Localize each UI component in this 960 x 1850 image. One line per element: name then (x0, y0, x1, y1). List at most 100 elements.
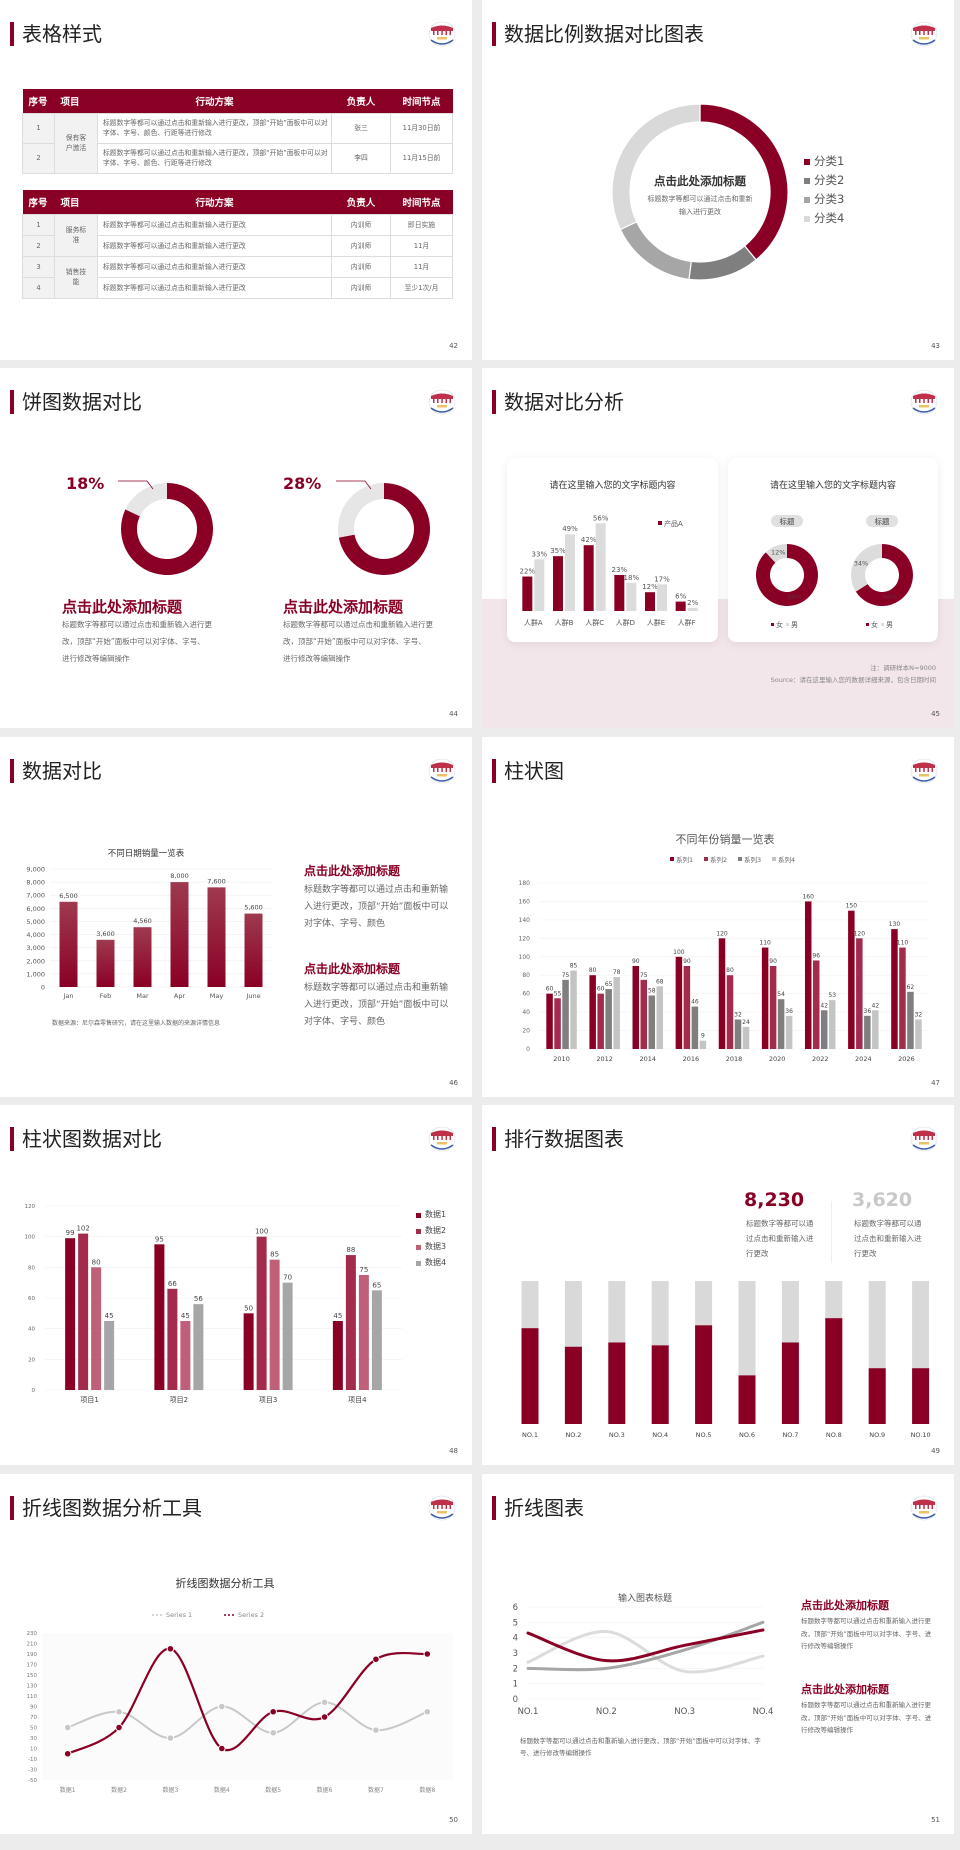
bar-系列4 (915, 1019, 922, 1049)
bar-系列2 (769, 966, 777, 1049)
data-table: 序号 项目 行动方案 负责人 时间节点 1 保有客户激活 标题数字等都可以通过点击和重新输入进… (22, 89, 453, 174)
y-tick-label: 20 (522, 1028, 530, 1035)
legend-item: 分类3 (804, 190, 844, 209)
data-label: 160 (802, 893, 814, 900)
bar-系列4 (828, 1000, 836, 1049)
y-tick-label: 1 (513, 1680, 518, 1690)
data-label: 42% (581, 536, 597, 544)
legend-swatch-female (771, 623, 774, 626)
table-row: 4 标题数字等都可以通过点击和重新输入进行更改 内训师 至少1次/月 (22, 276, 453, 299)
data-label: 42 (820, 1002, 828, 1009)
data-source: 数据来源：尼尔森零售研究，请在这里输入数据的来源详情信息 (52, 1020, 221, 1027)
y-tick-label: 120 (519, 935, 531, 942)
slide-48[interactable]: 柱状图数据对比 0 20 40 60 80 100 120 99 102 80 45 项目1 95 66 4… (0, 1105, 472, 1465)
data-label: 78 (613, 969, 621, 976)
y-tick-label: -50 (28, 1778, 37, 1784)
donut-segment-分类4 (611, 103, 701, 231)
logo-emblem-icon (428, 758, 456, 784)
slide-49[interactable]: 排行数据图表 8,230 标题数字等都可以通过点击和重新输入进行更改 3,620… (482, 1105, 954, 1465)
column-header: 序号 (22, 89, 55, 113)
x-tick-label: 数据3 (163, 1786, 179, 1794)
slide-title: 数据比例数据对比图表 (504, 22, 704, 46)
slide-title: 饼图数据对比 (22, 390, 142, 414)
logo-emblem-icon (910, 758, 938, 784)
slide-43[interactable]: 数据比例数据对比图表 点击此处添加标题 标题数字等都可以通过点击和重新输入进行更… (482, 0, 954, 360)
y-tick-label: 1,000 (26, 970, 45, 978)
series-line (526, 1630, 765, 1674)
data-label: 65 (605, 981, 613, 988)
data-label: 80 (92, 1258, 101, 1266)
data-label: 36 (785, 1008, 793, 1015)
block-title: 点击此处添加标题 (304, 864, 401, 878)
x-tick-label: NO.2 (565, 1431, 581, 1439)
legend-item: 分类2 (804, 171, 844, 190)
column-header: 负责人 (331, 190, 391, 214)
data-label: 6% (675, 593, 686, 601)
bar-系列3 (820, 1010, 828, 1049)
slide-46[interactable]: 数据对比 不同日期销量一览表 0 1,000 2,000 3,000 4,000 5,000… (0, 737, 472, 1097)
y-tick-label: 170 (27, 1663, 38, 1669)
page-number: 44 (449, 710, 458, 718)
logo-emblem-icon (428, 1495, 456, 1521)
legend-swatch (804, 196, 810, 203)
data-label: 6,500 (59, 892, 78, 900)
block-title: 点击此处添加标题 (801, 1599, 889, 1612)
legend-label: 分类1 (814, 154, 845, 168)
y-tick-label: 140 (519, 917, 531, 924)
bar (657, 584, 667, 611)
slide-42[interactable]: 表格样式 序号 项目 行动方案 负责人 时间节点 1 保有客户激活 标题数字等都可以通过点击和… (0, 0, 472, 360)
bar-系列4 (742, 1026, 750, 1049)
y-tick-label: 2 (513, 1664, 518, 1674)
y-tick-label: 160 (519, 898, 531, 905)
data-label: 4,560 (133, 917, 152, 925)
center-title: 点击此处添加标题 (654, 174, 746, 188)
y-tick-label: 120 (25, 1204, 36, 1210)
slide-51[interactable]: 折线图表 输入图表标题 0 1 2 3 4 5 6 NO.1 NO.2 NO.3 NO.4 标题数字等… (482, 1474, 954, 1834)
data-label: 100 (255, 1228, 268, 1236)
category-label: 人群E (647, 618, 665, 627)
donut-female-segment (855, 544, 913, 606)
data-label: 32 (915, 1011, 923, 1018)
slide-title: 折线图表 (504, 1496, 584, 1520)
data-label: 99 (66, 1229, 75, 1237)
bar-系列1 (589, 975, 596, 1049)
slide-44[interactable]: 饼图数据对比 18% 28% 点击此处添加标题 标题数字等都可以通过点击和重新输… (0, 368, 472, 728)
block-title: 点击此处添加标题 (62, 598, 183, 616)
footnote: 注：调研样本N=9000 Source：请在这里输入您的数据详细来源，包含日期时… (771, 662, 936, 686)
legend-label: 男 (791, 621, 798, 629)
data-label: 56% (593, 514, 609, 522)
data-label: 90 (683, 958, 691, 965)
stat-text: 标题数字等都可以通过点击和重新输入进行更改 (746, 1219, 814, 1258)
column-header: 行动方案 (97, 190, 332, 214)
slide-47[interactable]: 柱状图 不同年份销量一览表 系列1 系列2 系列3 系列4 0 20 40 60 80 100 120… (482, 737, 954, 1097)
row-number: 1 (22, 213, 55, 236)
data-point (115, 1723, 123, 1732)
bar-数据3 (91, 1267, 102, 1390)
data-label: 110 (759, 940, 771, 947)
slide-45[interactable]: 数据对比分析 22% 33% 人群A 35% 49% 人群B 42% 56% 人群C 23% 18%… (482, 368, 954, 728)
column-header: 项目 (54, 190, 98, 214)
bar (583, 545, 594, 611)
plan-cell: 标题数字等都可以通过点击和重新输入进行更改 (97, 255, 332, 278)
card-title: 请在这里输入您的文字标题内容 (769, 481, 896, 491)
data-point (115, 1707, 123, 1716)
slide-50[interactable]: 折线图数据分析工具 折线图数据分析工具 Series 1 Series 2 -50 -3… (0, 1474, 472, 1834)
bar-数据3 (180, 1321, 191, 1390)
data-label: 120 (716, 930, 728, 937)
block-text: 标题数字等都可以通过点击和重新输入进行更改，顶部“开始”面板中可以对字体、字号、… (62, 620, 212, 663)
data-point (63, 1723, 72, 1732)
series-line (526, 1620, 765, 1672)
x-tick-label: NO.3 (674, 1707, 695, 1717)
data-label: 2% (687, 599, 698, 607)
data-label: 80 (589, 967, 597, 974)
bar-数据4 (104, 1321, 115, 1390)
data-label: 55 (554, 990, 562, 997)
data-label: 95 (155, 1235, 164, 1243)
bar-系列2 (640, 979, 648, 1049)
slide-title: 折线图数据分析工具 (22, 1496, 202, 1520)
category-label: 人群F (678, 618, 696, 627)
table-header-row: 序号 项目 行动方案 负责人 时间节点 (22, 190, 453, 214)
data-label: 102 (76, 1225, 89, 1233)
bar-数据4 (282, 1282, 293, 1390)
x-tick-label: 项目3 (259, 1396, 277, 1404)
